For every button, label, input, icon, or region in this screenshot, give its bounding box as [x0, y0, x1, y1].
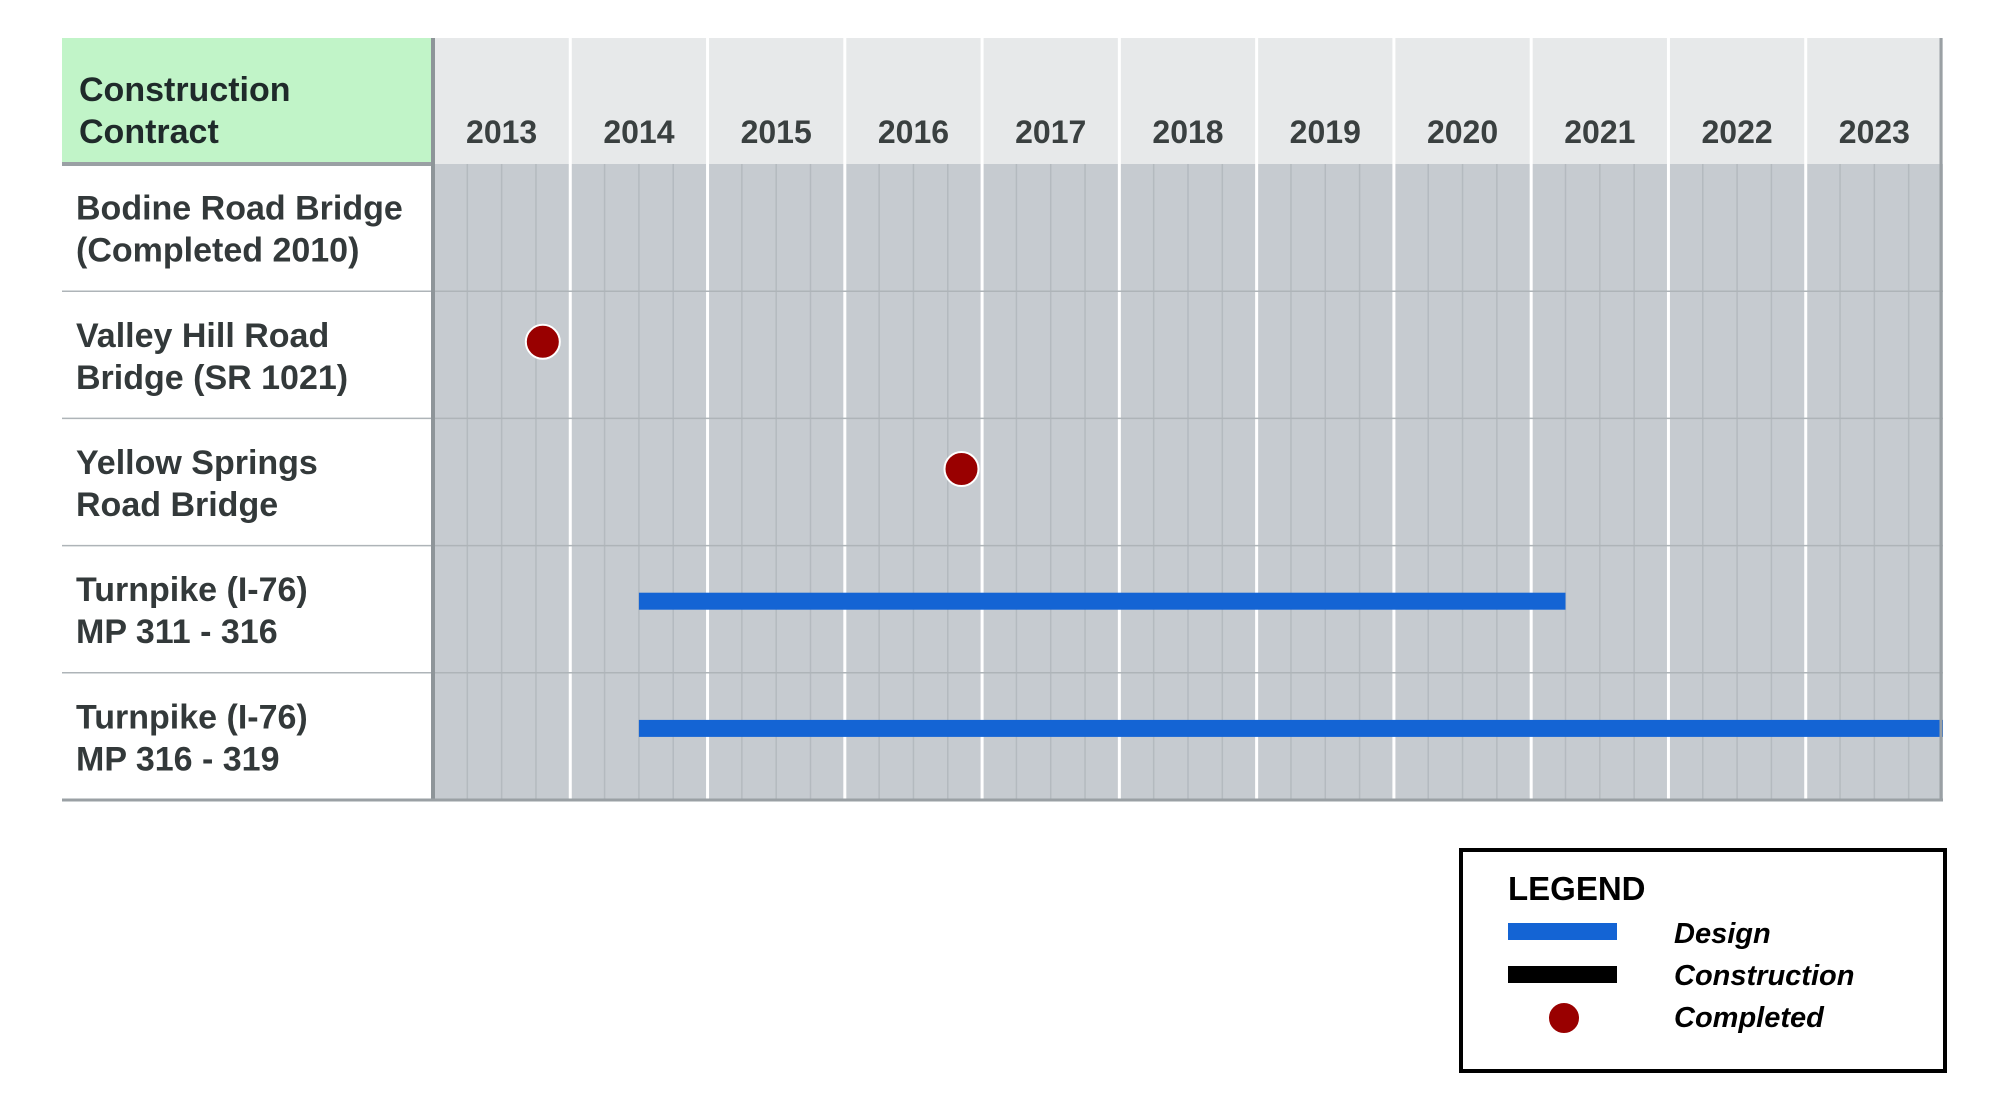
row-label-2-line-2: Bridge (SR 1021)	[76, 359, 348, 397]
legend: LEGEND Design Construction Completed	[1459, 848, 1947, 1073]
year-header-band	[433, 38, 1943, 164]
year-label-2014: 2014	[603, 114, 674, 150]
header-label-line-1: Construction	[79, 71, 291, 109]
year-label-2020: 2020	[1427, 114, 1498, 150]
completed-dot-row-3	[943, 451, 980, 487]
year-label-2013: 2013	[466, 114, 537, 150]
legend-construction-swatch	[1508, 966, 1617, 983]
row-label-5-line-2: MP 316 - 319	[76, 740, 280, 778]
row-label-4-line-1: Turnpike (I-76)	[76, 571, 308, 609]
year-label-2017: 2017	[1015, 114, 1086, 150]
header-label-line-2: Contract	[79, 113, 219, 151]
header-label-cell	[62, 38, 433, 164]
year-label-2023: 2023	[1839, 114, 1910, 150]
year-label-2018: 2018	[1152, 114, 1223, 150]
legend-completed-label: Completed	[1674, 1002, 1825, 1034]
legend-title: LEGEND	[1508, 870, 1646, 907]
row-label-3-line-1: Yellow Springs	[76, 444, 318, 482]
year-label-2016: 2016	[878, 114, 949, 150]
legend-completed-dot	[1547, 1001, 1581, 1035]
year-label-2022: 2022	[1701, 114, 1772, 150]
row-label-5-line-1: Turnpike (I-76)	[76, 698, 308, 736]
row-label-4-line-2: MP 311 - 316	[76, 613, 278, 651]
chart-marks	[524, 323, 1943, 737]
completed-dot-row-2	[524, 323, 561, 360]
row-label-1-line-1: Bodine Road Bridge	[76, 190, 403, 228]
row-label-1-line-2: (Completed 2010)	[76, 232, 359, 270]
legend-design-label: Design	[1674, 918, 1771, 950]
year-label-2015: 2015	[741, 114, 812, 150]
timeline-grid-lines	[62, 164, 1943, 800]
row-label-2-line-1: Valley Hill Road	[76, 317, 329, 355]
row-label-3-line-2: Road Bridge	[76, 486, 278, 524]
year-header: 2013 2014 2015 2016 2017 2018 2019 2020 2021 2022…	[466, 38, 1910, 164]
row-labels: Bodine Road Bridge (Completed 2010) Valley…	[76, 190, 403, 779]
design-bar-row-4	[638, 592, 1566, 610]
year-label-2021: 2021	[1564, 114, 1635, 150]
year-label-2019: 2019	[1290, 114, 1361, 150]
legend-box	[1459, 848, 1947, 1073]
legend-construction-label: Construction	[1674, 960, 1854, 992]
design-bar-row-5	[638, 719, 1943, 737]
legend-design-swatch	[1508, 923, 1617, 940]
